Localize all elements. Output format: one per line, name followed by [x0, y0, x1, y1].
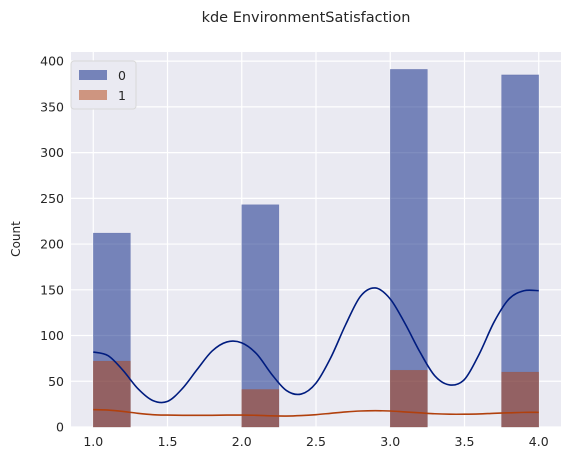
x-tick-label-4: 3.0	[380, 434, 400, 449]
legend-swatch-1	[79, 90, 107, 100]
y-tick-label-5: 250	[40, 191, 64, 206]
y-axis-label: Count	[9, 221, 23, 257]
y-tick-label-0: 0	[56, 420, 64, 435]
x-tick-label-1: 1.5	[158, 434, 178, 449]
x-tick-label-6: 4.0	[529, 434, 549, 449]
bar-series-1-bin-11	[501, 371, 540, 428]
kde-curves	[93, 287, 539, 417]
legend-label-0: 0	[118, 68, 126, 83]
legend-swatch-0	[79, 70, 107, 80]
y-tick-label-3: 150	[40, 282, 64, 297]
tick-labels: 1.0 1.5 2.0 2.5 3.0 3.5 4.0 0 50 100 150 200 250 300 3…	[40, 54, 549, 449]
bar-series-0-bin-8	[389, 69, 428, 428]
legend-frame	[70, 60, 137, 110]
grid-lines	[71, 52, 561, 428]
bar-series-1-bin-8	[389, 369, 428, 428]
bar-series-0-bin-11	[501, 74, 540, 428]
y-tick-label-4: 200	[40, 237, 64, 252]
series-1-bars	[92, 360, 540, 428]
y-tick-label-6: 300	[40, 145, 64, 160]
legend-label-1: 1	[118, 88, 126, 103]
bar-series-1-bin-4	[241, 389, 280, 428]
kde-line-series-0	[93, 287, 539, 404]
y-tick-label-1: 50	[48, 374, 64, 389]
x-tick-label-3: 2.5	[306, 434, 326, 449]
legend: 0 1	[70, 60, 137, 110]
x-tick-label-5: 3.5	[455, 434, 475, 449]
kde-line-series-1	[93, 408, 539, 417]
x-tick-label-0: 1.0	[83, 434, 103, 449]
x-tick-label-2: 2.0	[232, 434, 252, 449]
y-tick-label-7: 350	[40, 99, 64, 114]
bar-series-1-bin-0	[92, 360, 131, 428]
y-tick-label-8: 400	[40, 54, 64, 69]
chart-title: kde EnvironmentSatisfaction	[202, 10, 411, 26]
y-tick-label-2: 100	[40, 328, 64, 343]
